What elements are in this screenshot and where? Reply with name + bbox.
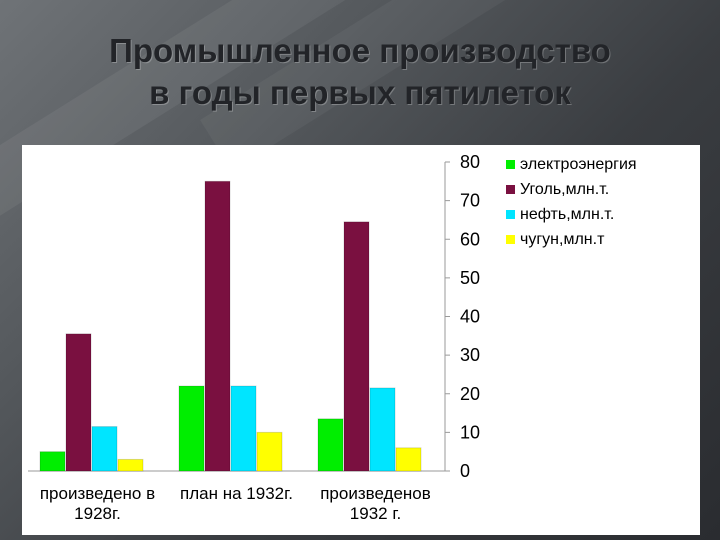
bar [343, 221, 370, 472]
bar [317, 418, 344, 472]
slide-title-line-2: в годы первых пятилеток [149, 74, 571, 111]
category-label: произведенов [320, 484, 431, 503]
category-label: произведено в [40, 484, 155, 503]
y-tick-label: 40 [460, 307, 480, 327]
legend-swatch [506, 160, 515, 169]
bar [395, 447, 422, 472]
bar [91, 426, 118, 472]
bar [39, 451, 66, 472]
legend-label: электроэнергия [520, 156, 637, 173]
y-tick-label: 70 [460, 191, 480, 211]
category-label: план на 1932г. [180, 484, 293, 503]
category-label: 1932 г. [350, 504, 401, 523]
legend-label: Уголь,млн.т. [520, 181, 609, 198]
legend-swatch [506, 210, 515, 219]
slide-title: Промышленное производство в годы первых … [0, 30, 720, 114]
bar [256, 431, 283, 472]
y-tick-label: 60 [460, 229, 480, 249]
y-tick-label: 80 [460, 152, 480, 172]
y-tick-label: 10 [460, 422, 480, 442]
category-label: 1928г. [74, 504, 121, 523]
bar [65, 333, 92, 472]
legend-swatch [506, 235, 515, 244]
legend-swatch [506, 185, 515, 194]
bar [178, 385, 205, 472]
y-tick-label: 30 [460, 345, 480, 365]
y-tick-label: 20 [460, 384, 480, 404]
legend-label: нефть,млн.т. [520, 206, 614, 223]
bar [204, 180, 231, 472]
y-tick-label: 50 [460, 268, 480, 288]
bar [230, 385, 257, 472]
y-tick-label: 0 [460, 461, 470, 481]
slide-title-line-1: Промышленное производство [109, 32, 611, 69]
bar [117, 458, 144, 472]
legend-label: чугун,млн.т [520, 231, 605, 248]
bar [369, 387, 396, 472]
